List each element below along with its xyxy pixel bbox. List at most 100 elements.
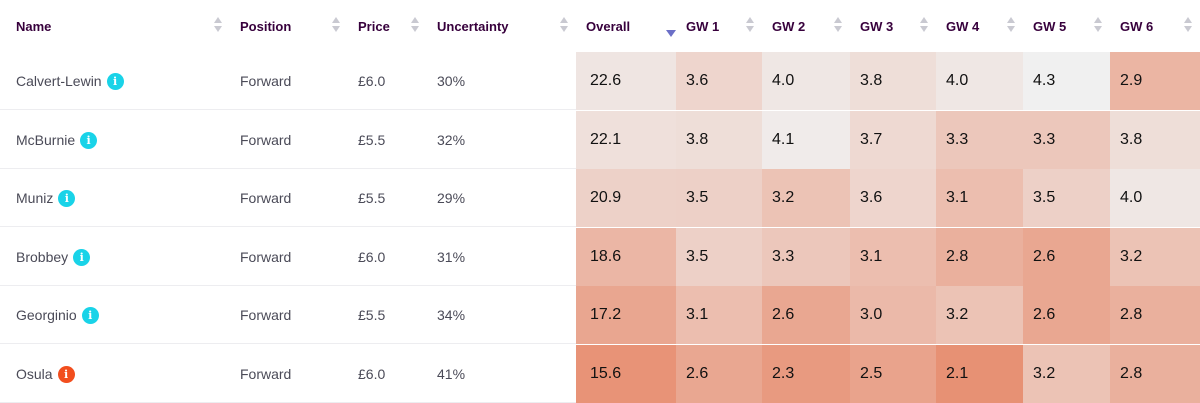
player-name-cell[interactable]: Muniz i [0, 169, 230, 227]
gw2-score-cell: 4.1 [762, 111, 850, 169]
table-row[interactable]: Georginio i Forward £5.5 34% 17.2 3.1 2.6 3.0 3.2… [0, 286, 1200, 344]
column-header-position[interactable]: Position [230, 0, 348, 52]
gw4-score-cell: 3.2 [936, 286, 1023, 344]
player-name[interactable]: Georginio [16, 307, 77, 323]
overall-score-cell: 15.6 [576, 345, 676, 403]
overall-score-cell: 20.9 [576, 169, 676, 227]
position-cell: Forward [240, 307, 292, 323]
uncertainty-cell: 32% [437, 132, 466, 148]
gw3-score-cell: 3.7 [850, 111, 936, 169]
column-header-uncertainty[interactable]: Uncertainty [427, 0, 576, 52]
info-icon[interactable]: i [73, 248, 91, 266]
gw4-score-cell: 3.1 [936, 169, 1023, 227]
sort-descending-icon[interactable] [666, 30, 676, 37]
gw3-score-cell: 3.8 [850, 52, 936, 110]
gw5-score-cell: 3.2 [1023, 345, 1110, 403]
column-header-label: GW 6 [1120, 18, 1154, 34]
column-header-label: GW 3 [860, 18, 894, 34]
sort-icon[interactable] [214, 17, 222, 35]
gw5-score-cell: 4.3 [1023, 52, 1110, 110]
sort-icon[interactable] [1184, 17, 1192, 35]
column-header-price[interactable]: Price [348, 0, 427, 52]
sort-icon[interactable] [560, 17, 568, 35]
price-cell: £5.5 [358, 132, 386, 148]
player-name[interactable]: Osula [16, 366, 53, 382]
info-icon[interactable]: i [106, 72, 124, 90]
gw6-score-cell: 3.2 [1110, 228, 1200, 286]
table-row[interactable]: Muniz i Forward £5.5 29% 20.9 3.5 3.2 3.6 3.1 3.5 4… [0, 169, 1200, 227]
gw2-score-cell: 2.6 [762, 286, 850, 344]
column-header-gw3[interactable]: GW 3 [850, 0, 936, 52]
price-cell: £5.5 [358, 307, 386, 323]
table-row[interactable]: Osula i Forward £6.0 41% 15.6 2.6 2.3 2.5 2.1 3.2 2… [0, 345, 1200, 403]
column-header-gw5[interactable]: GW 5 [1023, 0, 1110, 52]
column-header-gw1[interactable]: GW 1 [676, 0, 762, 52]
column-header-name[interactable]: Name [6, 0, 230, 52]
uncertainty-cell: 41% [437, 366, 466, 382]
position-cell: Forward [240, 366, 292, 382]
player-name-cell[interactable]: Calvert-Lewin i [0, 52, 230, 110]
player-name-cell[interactable]: Brobbey i [0, 228, 230, 286]
table-row[interactable]: McBurnie i Forward £5.5 32% 22.1 3.8 4.1 3.7 3.3 3… [0, 111, 1200, 169]
price-cell: £6.0 [358, 73, 386, 89]
column-header-gw4[interactable]: GW 4 [936, 0, 1023, 52]
uncertainty-cell: 30% [437, 73, 466, 89]
gw3-score-cell: 3.0 [850, 286, 936, 344]
gw4-score-cell: 4.0 [936, 52, 1023, 110]
gw2-score-cell: 2.3 [762, 345, 850, 403]
gw1-score-cell: 2.6 [676, 345, 762, 403]
sort-icon[interactable] [746, 17, 754, 35]
column-header-label: Overall [586, 18, 631, 34]
player-name[interactable]: Brobbey [16, 249, 69, 265]
info-icon[interactable]: i [58, 189, 76, 207]
position-cell: Forward [240, 249, 292, 265]
overall-score-cell: 18.6 [576, 228, 676, 286]
gw1-score-cell: 3.8 [676, 111, 762, 169]
column-header-overall[interactable]: Overall [576, 0, 676, 52]
uncertainty-cell: 31% [437, 249, 466, 265]
info-icon[interactable]: i [81, 306, 99, 324]
position-cell: Forward [240, 132, 292, 148]
column-header-label: GW 1 [686, 18, 720, 34]
sort-icon[interactable] [834, 17, 842, 35]
overall-score-cell: 17.2 [576, 286, 676, 344]
gw3-score-cell: 2.5 [850, 345, 936, 403]
column-header-gw6[interactable]: GW 6 [1110, 0, 1200, 52]
player-name[interactable]: Muniz [16, 190, 54, 206]
sort-icon[interactable] [1007, 17, 1015, 35]
gw1-score-cell: 3.6 [676, 52, 762, 110]
gw3-score-cell: 3.1 [850, 228, 936, 286]
gw1-score-cell: 3.5 [676, 169, 762, 227]
sort-icon[interactable] [1094, 17, 1102, 35]
gw4-score-cell: 2.8 [936, 228, 1023, 286]
player-name[interactable]: Calvert-Lewin [16, 73, 102, 89]
sort-icon[interactable] [920, 17, 928, 35]
info-icon[interactable]: i [80, 131, 98, 149]
gw3-score-cell: 3.6 [850, 169, 936, 227]
sort-icon[interactable] [411, 17, 419, 35]
player-name-cell[interactable]: Osula i [0, 345, 230, 403]
info-icon[interactable]: i [57, 365, 75, 383]
table-row[interactable]: Brobbey i Forward £6.0 31% 18.6 3.5 3.3 3.1 2.8 2.… [0, 228, 1200, 286]
player-name-cell[interactable]: McBurnie i [0, 111, 230, 169]
column-header-label: GW 2 [772, 18, 806, 34]
gw4-score-cell: 3.3 [936, 111, 1023, 169]
column-header-gw2[interactable]: GW 2 [762, 0, 850, 52]
gw1-score-cell: 3.5 [676, 228, 762, 286]
player-name-cell[interactable]: Georginio i [0, 286, 230, 344]
gw6-score-cell: 3.8 [1110, 111, 1200, 169]
price-cell: £6.0 [358, 366, 386, 382]
price-cell: £6.0 [358, 249, 386, 265]
column-header-label: Name [16, 18, 52, 34]
price-cell: £5.5 [358, 190, 386, 206]
column-header-label: Position [240, 18, 292, 34]
table-row[interactable]: Calvert-Lewin i Forward £6.0 30% 22.6 3.6 4.0 3.… [0, 52, 1200, 110]
sort-icon[interactable] [332, 17, 340, 35]
overall-score-cell: 22.1 [576, 111, 676, 169]
gw2-score-cell: 4.0 [762, 52, 850, 110]
column-header-label: GW 5 [1033, 18, 1067, 34]
player-name[interactable]: McBurnie [16, 132, 76, 148]
position-cell: Forward [240, 190, 292, 206]
gw5-score-cell: 2.6 [1023, 286, 1110, 344]
uncertainty-cell: 29% [437, 190, 466, 206]
